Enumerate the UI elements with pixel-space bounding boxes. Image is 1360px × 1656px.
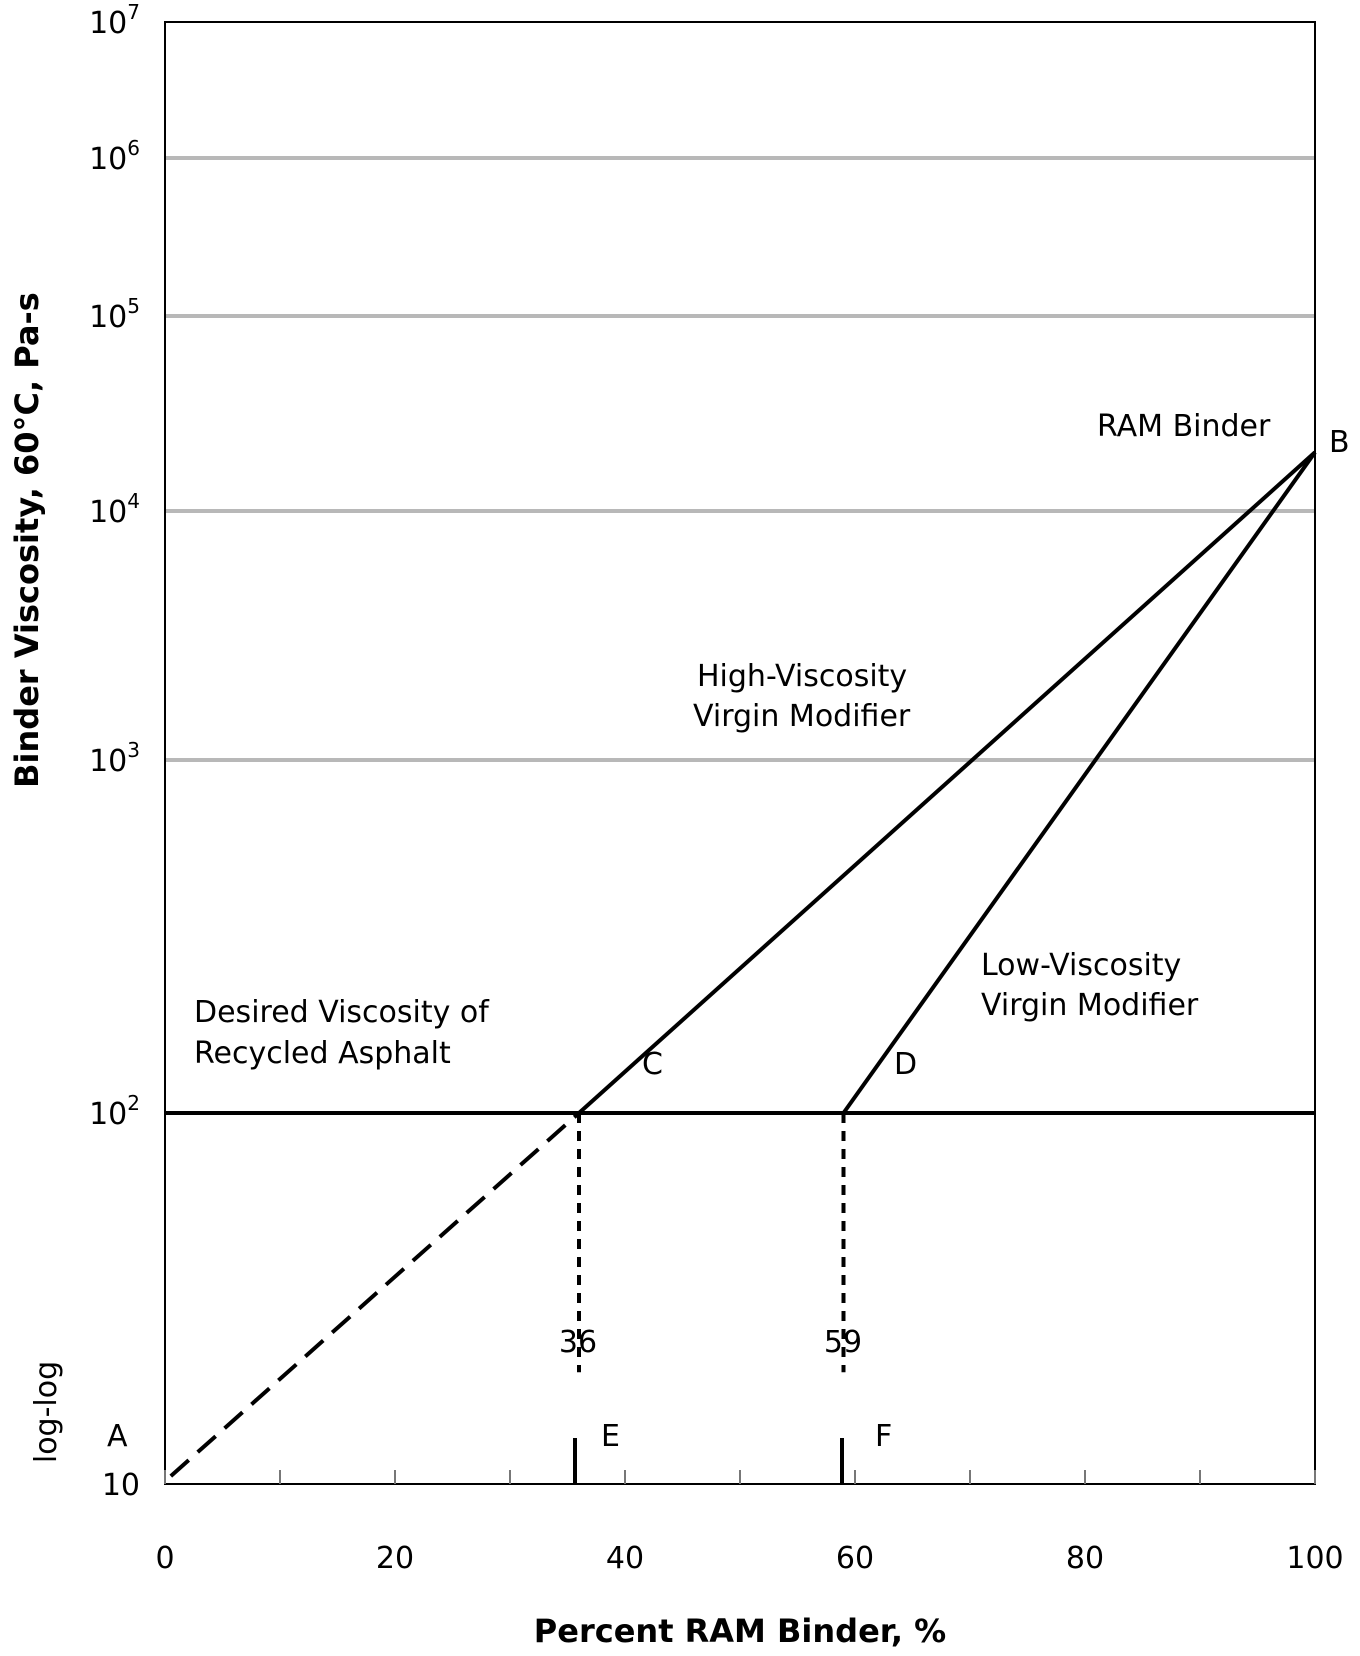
- point-d-label: D: [894, 1047, 917, 1082]
- x-tick-label: 60: [836, 1541, 874, 1576]
- gridlines: [165, 156, 1315, 762]
- series-lines: [165, 450, 1317, 1478]
- series-line: [577, 450, 1317, 1115]
- high-viscosity-label-line2: Virgin Modifier: [693, 699, 911, 734]
- x-tick-label: 100: [1286, 1541, 1343, 1576]
- y-tick-labels: 107 106 105 104 103 102 10: [89, 0, 140, 1503]
- desired-viscosity-label-line2: Recycled Asphalt: [194, 1036, 451, 1071]
- low-viscosity-label-line1: Low-Viscosity: [981, 948, 1181, 983]
- y-tick-label: 107: [89, 0, 140, 41]
- dashed-series-line: [169, 1111, 581, 1478]
- desired-viscosity-label-line1: Desired Viscosity of: [194, 995, 490, 1030]
- y-tick-label: 10: [102, 1468, 140, 1503]
- x-tick-labels: 0 20 40 60 80 100: [155, 1541, 1343, 1576]
- x-axis-title: Percent RAM Binder, %: [534, 1612, 946, 1650]
- log-log-label: log-log: [29, 1361, 64, 1463]
- high-viscosity-label-line1: High-Viscosity: [697, 659, 907, 694]
- y-tick-label: 104: [89, 489, 140, 530]
- y-tick-label: 103: [89, 738, 140, 779]
- series-line: [841, 451, 1317, 1115]
- point-c-label: C: [642, 1047, 663, 1082]
- point-b-label: B: [1329, 425, 1350, 460]
- y-tick-label: 102: [89, 1091, 140, 1132]
- ram-binder-label: RAM Binder: [1097, 409, 1271, 444]
- point-f-label: F: [875, 1419, 892, 1454]
- value-59-label: 59: [824, 1325, 862, 1360]
- x-tick-label: 0: [155, 1541, 174, 1576]
- point-e-label: E: [601, 1419, 620, 1454]
- x-tick-label: 40: [606, 1541, 644, 1576]
- x-tick-marks: [164, 1470, 1316, 1484]
- x-tick-label: 20: [376, 1541, 414, 1576]
- plot-frame: [164, 21, 1316, 1485]
- y-tick-label: 106: [89, 136, 140, 177]
- y-tick-label: 105: [89, 294, 140, 335]
- y-axis-title: Binder Viscosity, 60°C, Pa-s: [8, 292, 46, 788]
- low-viscosity-label-line2: Virgin Modifier: [981, 988, 1199, 1023]
- point-a-label: A: [107, 1419, 128, 1454]
- x-tick-label: 80: [1066, 1541, 1104, 1576]
- value-36-label: 36: [559, 1325, 597, 1360]
